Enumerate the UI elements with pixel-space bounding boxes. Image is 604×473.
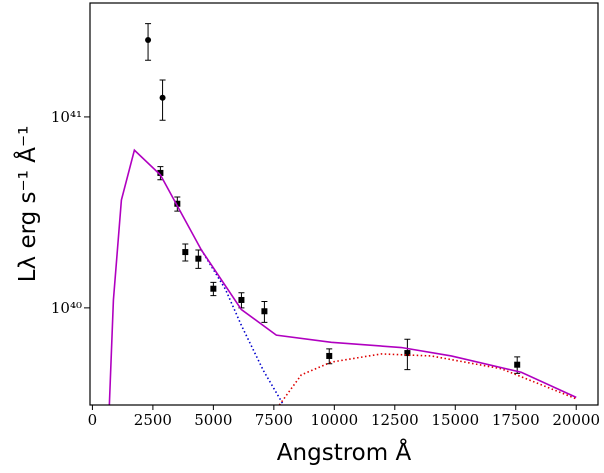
x-tick-label: 2500 [134,411,172,429]
data-point [195,255,202,262]
x-tick-label: 5000 [194,411,232,429]
model-curve [108,148,577,405]
data-point [182,249,189,256]
data-point [174,200,181,207]
y-tick-label: 10⁴¹ [51,108,82,126]
x-tick-label: 15000 [431,411,479,429]
data-point [238,296,245,303]
x-tick-label: 0 [88,411,98,429]
y-axis-label: Lλ erg s⁻¹ Å⁻¹ [13,126,41,283]
data-point [145,36,152,43]
data-point [157,169,164,176]
model-curve [200,249,285,405]
x-tick-label: 10000 [310,411,358,429]
x-tick-label: 7500 [255,411,293,429]
x-tick-label: 20000 [552,411,600,429]
data-point [159,94,166,101]
model-curve [278,353,577,405]
data-point [210,285,217,292]
x-axis-label: Angstrom Å [277,438,412,466]
y-tick-label: 10⁴⁰ [51,299,82,317]
data-point [261,308,268,315]
data-point [326,352,333,359]
x-tick-label: 12500 [371,411,419,429]
data-point [514,361,521,368]
x-tick-label: 17500 [492,411,540,429]
plot-frame [89,2,599,406]
data-point [404,350,411,357]
plot-area [108,23,577,405]
